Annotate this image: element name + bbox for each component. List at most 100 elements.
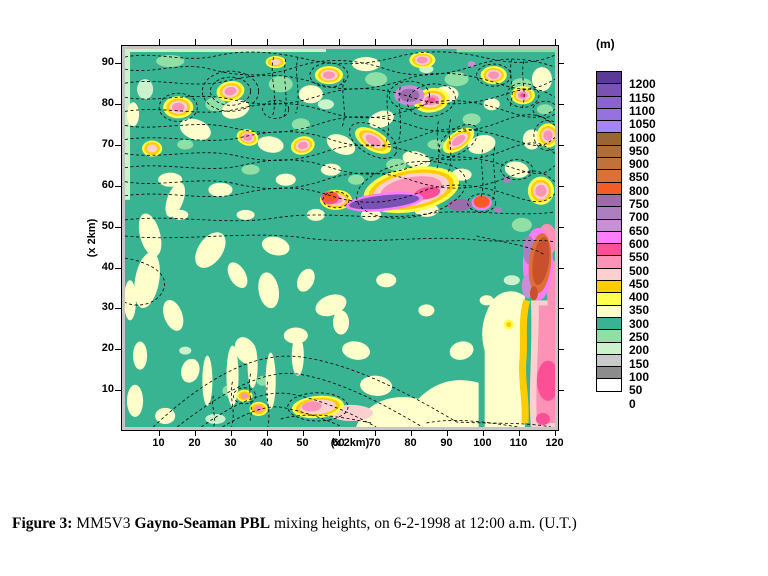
legend-label: 1050 [629,117,656,132]
legend-label: 850 [629,170,650,185]
x-tick-top [266,39,268,45]
x-tick-label: 50 [296,437,309,449]
legend-color-box [596,107,622,122]
legend-color-box [596,378,622,392]
x-tick-top [338,39,340,45]
legend-color-box [596,120,622,134]
x-tick [446,430,448,436]
legend-color-box [596,206,622,220]
y-tick-right [558,103,564,105]
y-tick-right [558,390,564,392]
legend-label: 1000 [629,130,656,145]
x-tick [518,430,520,436]
legend-label: 800 [629,183,650,198]
legend-label: 100 [629,369,650,384]
figure-caption-label: Figure 3: [12,514,73,532]
legend-color-box [596,181,622,195]
x-tick-label: 120 [545,437,564,449]
legend-color-column [596,71,622,392]
legend-label: 550 [629,250,650,265]
legend-color-box [596,280,622,294]
x-tick [266,430,268,436]
legend-label: 200 [629,343,650,358]
legend-color-box [596,304,622,318]
legend-label: 0 [629,396,636,411]
legend-color-box [596,267,622,282]
legend-color-box [596,243,622,257]
x-tick-top [482,39,484,45]
x-tick-label: 10 [152,437,165,449]
plot-frame: 10 20 30 40 50 60 70 80 90 100 110 120 10 20 30 40 50 60 7… [102,39,564,449]
legend-label: 1150 [629,90,656,105]
y-tick [115,226,121,228]
legend-color-box [596,255,622,269]
legend-label: 450 [629,276,650,291]
colorbar-legend: (m) 1200 1150 1100 1050 1000 950 900 850 800 750 7… [596,37,706,411]
x-tick-top [446,39,448,45]
figure-caption: Figure 3: MM5V3 Gayno-Seaman PBL mixing … [12,515,757,533]
legend-label: 600 [629,236,650,251]
y-tick [115,103,121,105]
x-tick-label: 30 [224,437,237,449]
x-tick-top [194,39,196,45]
y-tick [115,308,121,310]
x-axis-label: (x 2km) [330,437,370,449]
legend-label: 650 [629,223,650,238]
y-tick [115,349,121,351]
figure-caption-post: mixing heights, on 6-2-1998 at 12:00 a.m… [270,514,577,532]
x-tick [194,430,196,436]
legend-color-box [596,292,622,306]
legend-color-box [596,341,622,355]
mixing-heights-map [125,49,555,427]
legend-title: (m) [596,37,615,51]
x-tick-label: 110 [509,437,528,449]
x-tick-label: 20 [188,437,201,449]
legend-label: 1100 [629,103,656,118]
x-tick-top [302,39,304,45]
legend-color-box [596,71,622,85]
legend-label: 500 [629,263,650,278]
y-tick-right [558,308,564,310]
x-tick [230,430,232,436]
legend-label: 150 [629,356,650,371]
legend-label: 400 [629,290,650,305]
x-tick [338,430,340,436]
x-tick-top [158,39,160,45]
legend-color-box [596,132,622,146]
legend-label: 700 [629,210,650,225]
y-tick [115,63,121,64]
y-tick-right [558,185,564,187]
y-tick-label: 50 [101,219,114,232]
x-tick [302,430,304,436]
x-tick-label: 60 [332,437,345,449]
legend-label: 300 [629,316,650,331]
legend-label: 900 [629,157,650,172]
legend-color-box [596,353,622,368]
y-tick-label: 10 [101,383,114,396]
legend-color-box [596,83,622,97]
x-tick-label: 100 [473,437,492,449]
x-tick [374,430,376,436]
legend-label: 1200 [629,77,656,92]
legend-color-box [596,316,622,331]
legend-label: 250 [629,330,650,344]
x-tick-top [374,39,376,45]
x-tick [410,430,412,436]
legend-label: 50 [629,383,643,398]
y-tick-label: 80 [101,96,114,109]
x-tick-label: 80 [404,437,417,449]
legend-color-box [596,230,622,245]
y-axis-label: (x 2km) [86,218,98,258]
y-tick [115,185,121,187]
x-tick-top [410,39,412,45]
legend-color-box [596,95,622,109]
x-tick-top [554,39,556,45]
y-tick-right [558,144,564,146]
y-tick [115,390,121,392]
y-tick-right [558,63,564,64]
x-tick-label: 90 [440,437,453,449]
legend-label: 950 [629,143,650,158]
x-tick [554,430,556,436]
x-tick-label: 70 [368,437,381,449]
